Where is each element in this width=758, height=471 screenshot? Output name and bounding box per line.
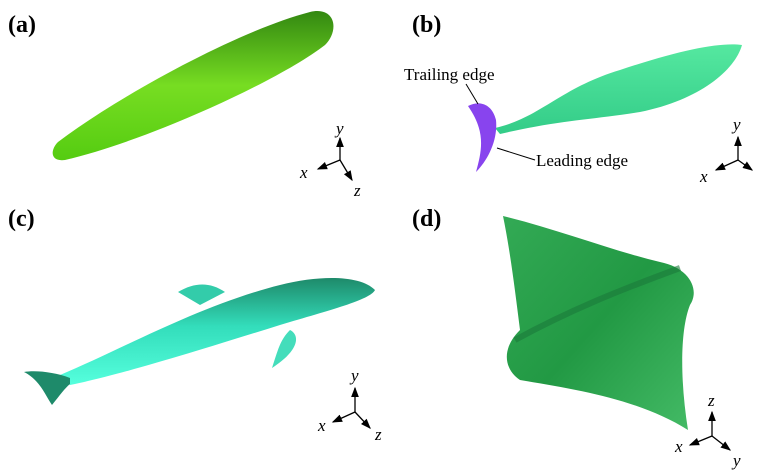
annotation: Leading edge bbox=[536, 151, 628, 170]
axis-label: x bbox=[299, 163, 308, 182]
axis-label: z bbox=[707, 391, 715, 410]
axis-label: y bbox=[731, 115, 741, 134]
figure: (a) y x z (b) Trailing edge Leading edge… bbox=[0, 0, 758, 471]
axis-label: y bbox=[731, 451, 741, 470]
axis-label: y bbox=[334, 119, 344, 138]
fin bbox=[468, 103, 496, 172]
tail bbox=[24, 371, 70, 405]
axis-label: y bbox=[349, 366, 359, 385]
panel-label: (b) bbox=[412, 12, 441, 38]
body-a bbox=[53, 11, 334, 160]
axis-label: x bbox=[699, 167, 708, 186]
body-d bbox=[503, 216, 694, 430]
panel-label: (d) bbox=[412, 206, 441, 232]
flipper bbox=[272, 330, 296, 368]
axis-label: x bbox=[317, 416, 326, 435]
panel-label: (c) bbox=[8, 206, 35, 232]
annotation: Trailing edge bbox=[404, 65, 495, 84]
panel-label: (a) bbox=[8, 12, 36, 38]
axis-label: x bbox=[674, 437, 683, 456]
axis-label: z bbox=[353, 181, 361, 200]
body-b bbox=[495, 44, 742, 134]
dorsal-fin bbox=[178, 285, 225, 306]
axis-label: z bbox=[374, 425, 382, 444]
